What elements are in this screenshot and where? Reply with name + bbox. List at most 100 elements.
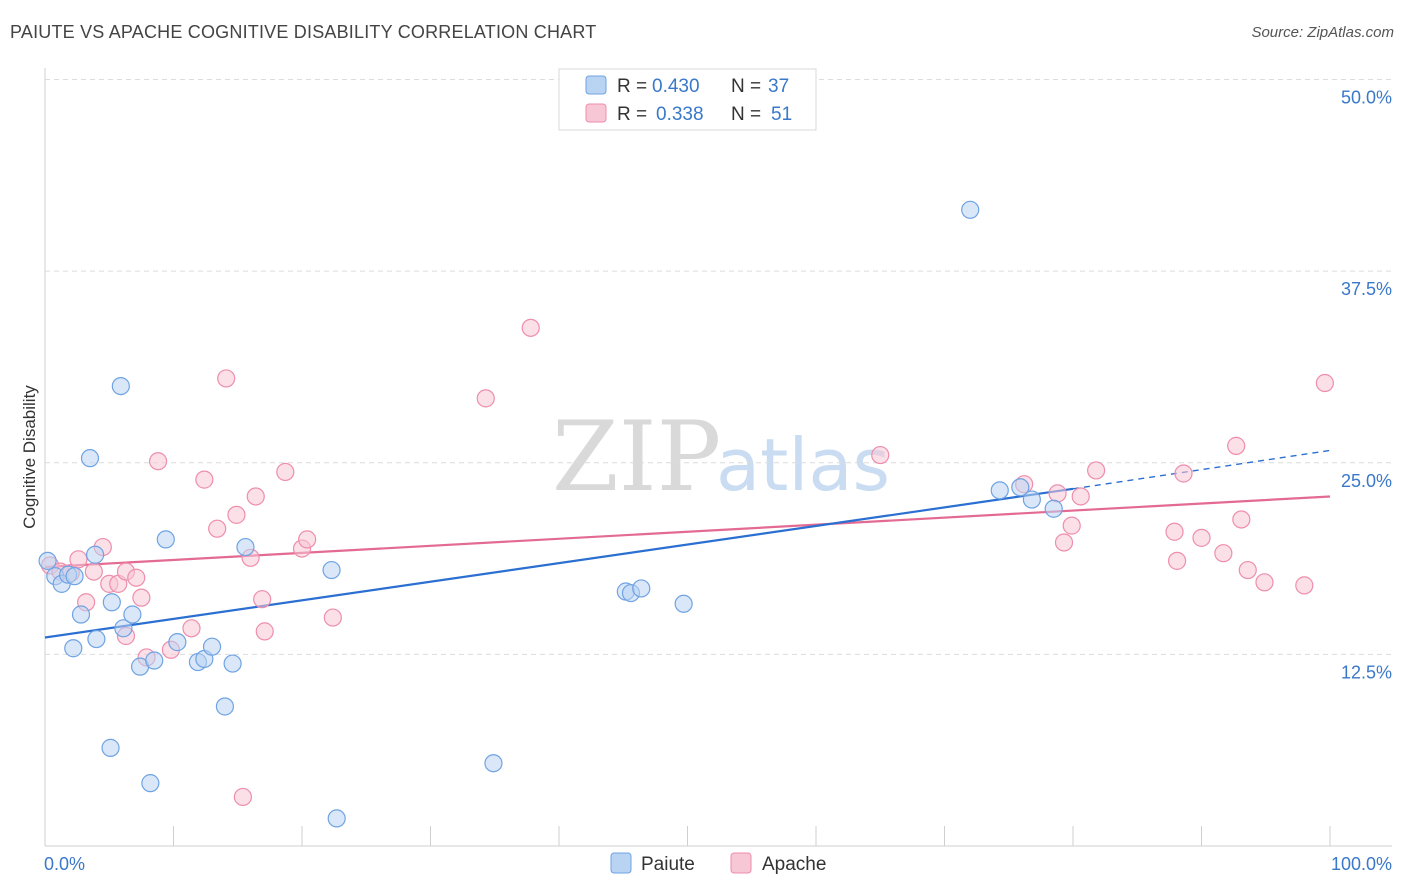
paiute-trend-extension	[1072, 449, 1331, 490]
paiute-point-20	[202, 637, 222, 656]
apache-point-36	[1062, 516, 1081, 535]
paiute-point-16	[156, 530, 175, 549]
apache-point-16	[182, 619, 201, 638]
apache-point-39	[1165, 522, 1184, 541]
legend-r-label-paiute: R =	[617, 76, 647, 97]
apache-point-23	[246, 487, 265, 506]
apache-point-41	[1174, 464, 1193, 483]
legend-r-label-apache: R =	[617, 104, 647, 125]
watermark-atlas: atlas	[716, 423, 890, 507]
apache-point-49	[1315, 373, 1334, 393]
legend-swatch-paiute	[585, 75, 607, 95]
series-legend: Paiute Apache	[610, 852, 826, 875]
paiute-point-11	[111, 377, 130, 396]
legend-r-value-paiute: 0.430	[652, 76, 700, 97]
apache-point-30	[476, 389, 495, 408]
paiute-point-24	[101, 738, 120, 757]
apache-point-11	[127, 568, 146, 587]
paiute-point-25	[141, 774, 160, 793]
gridlines	[45, 79, 1392, 655]
series-legend-swatch-apache	[730, 852, 752, 874]
legend-swatch-apache	[585, 103, 607, 123]
paiute-point-27	[327, 809, 346, 828]
y-tick-label-1: 25.0%	[1341, 471, 1392, 491]
paiute-point-5	[80, 449, 100, 468]
paiute-point-17	[168, 633, 187, 652]
y-tick-label-3: 50.0%	[1341, 88, 1392, 108]
y-axis-label: Cognitive Disability	[20, 385, 39, 529]
paiute-point-33	[961, 200, 980, 219]
x-tick-marks	[173, 826, 1331, 846]
legend-n-label-paiute: N =	[731, 76, 761, 97]
paiute-point-21	[215, 697, 234, 716]
apache-point-46	[1238, 560, 1257, 580]
apache-point-31	[521, 318, 540, 337]
paiute-point-12	[114, 619, 133, 638]
apache-point-48	[1295, 576, 1314, 595]
apache-point-47	[1255, 573, 1274, 592]
legend-n-label-apache: N =	[731, 104, 761, 125]
series-legend-label-paiute: Paiute	[641, 854, 695, 875]
paiute-point-35	[1011, 478, 1030, 497]
paiute-point-4	[65, 567, 84, 586]
paiute-point-34	[990, 481, 1009, 500]
apache-point-18	[208, 519, 227, 538]
apache-point-5	[84, 562, 103, 581]
correlation-legend: R = 0.430 N = 37 R = 0.338 N = 51	[558, 68, 817, 131]
apache-point-32	[871, 445, 890, 465]
legend-n-value-apache: 51	[771, 104, 792, 125]
source-label: Source: ZipAtlas.com	[1251, 24, 1394, 41]
paiute-point-26	[322, 560, 341, 580]
paiute-points	[38, 200, 1063, 828]
y-tick-labels: 12.5% 25.0% 37.5% 50.0%	[1341, 88, 1392, 683]
apache-point-43	[1214, 544, 1233, 563]
apache-point-29	[323, 608, 342, 627]
paiute-point-36	[1022, 490, 1041, 509]
apache-point-3	[69, 550, 88, 569]
paiute-point-7	[87, 629, 106, 649]
apache-point-45	[1232, 510, 1251, 529]
paiute-point-32	[674, 594, 693, 613]
y-tick-label-2: 37.5%	[1341, 279, 1392, 299]
apache-point-20	[227, 505, 246, 524]
paiute-point-13	[123, 605, 142, 624]
paiute-trend-line	[44, 487, 1074, 639]
paiute-point-8	[64, 639, 83, 658]
paiute-point-9	[71, 605, 91, 624]
series-legend-label-apache: Apache	[762, 854, 826, 875]
apache-point-24	[253, 590, 272, 609]
x-tick-label-max: 100.0%	[1331, 854, 1392, 874]
apache-point-14	[148, 452, 168, 471]
paiute-point-37	[1044, 499, 1063, 518]
x-tick-label-min: 0.0%	[44, 854, 85, 874]
apache-point-26	[276, 462, 295, 482]
apache-point-19	[217, 369, 236, 388]
paiute-point-23	[236, 537, 255, 557]
apache-point-40	[1167, 551, 1187, 570]
apache-point-35	[1054, 533, 1074, 552]
watermark-zip: ZIP	[552, 401, 721, 513]
paiute-point-15	[145, 651, 164, 670]
apache-points	[41, 318, 1334, 807]
series-legend-swatch-paiute	[610, 852, 632, 874]
paiute-point-31	[632, 579, 651, 598]
legend-r-value-apache: 0.338	[656, 104, 704, 125]
apache-point-21	[233, 787, 252, 807]
chart-title: PAIUTE VS APACHE COGNITIVE DISABILITY CO…	[10, 22, 597, 42]
apache-point-42	[1192, 528, 1211, 547]
y-tick-label-0: 12.5%	[1341, 662, 1392, 682]
apache-point-17	[195, 470, 214, 489]
paiute-point-28	[484, 754, 503, 773]
apache-point-28	[298, 530, 317, 549]
apache-point-12	[132, 588, 151, 607]
apache-point-37	[1071, 487, 1090, 506]
apache-point-44	[1227, 436, 1246, 455]
paiute-point-0	[38, 551, 57, 570]
apache-point-38	[1087, 461, 1106, 480]
apache-point-25	[255, 622, 274, 641]
paiute-point-22	[223, 654, 242, 673]
legend-n-value-paiute: 37	[768, 76, 789, 97]
apache-point-34	[1048, 484, 1067, 503]
paiute-point-6	[86, 545, 105, 564]
